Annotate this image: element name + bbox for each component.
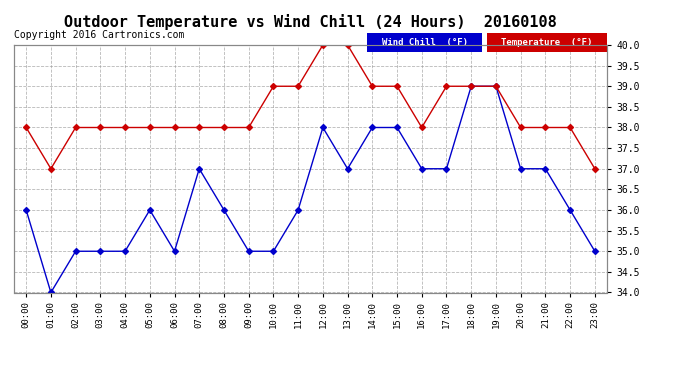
Title: Outdoor Temperature vs Wind Chill (24 Hours)  20160108: Outdoor Temperature vs Wind Chill (24 Ho… — [64, 14, 557, 30]
Text: Copyright 2016 Cartronics.com: Copyright 2016 Cartronics.com — [14, 30, 184, 40]
